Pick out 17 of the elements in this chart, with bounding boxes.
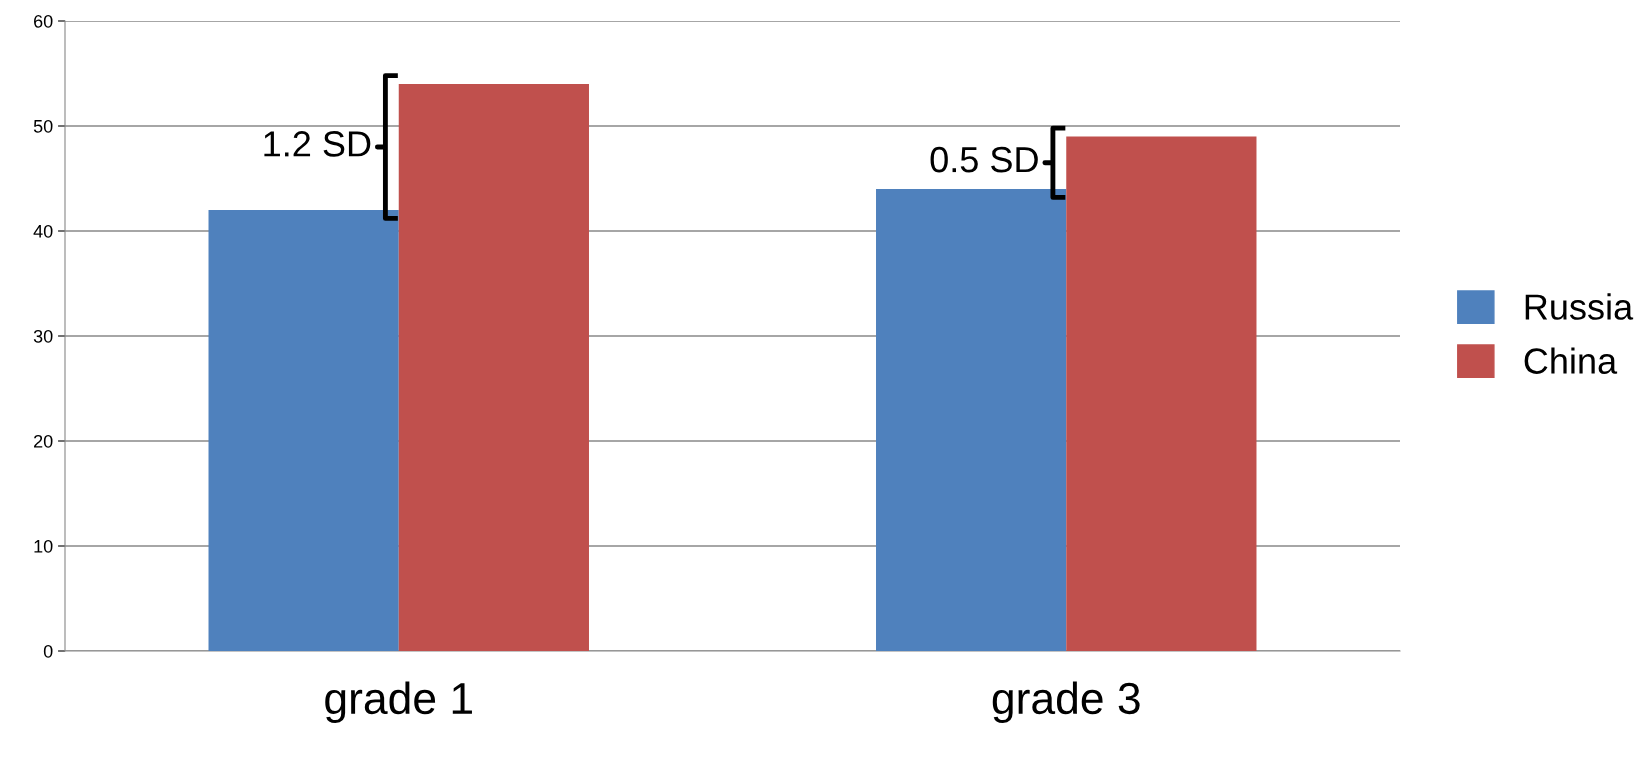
y-tick-label: 60 <box>34 14 53 28</box>
y-tick-label: 50 <box>33 119 53 133</box>
annotation: 0.5 SD <box>930 146 1038 173</box>
annotation: 1.2 SD <box>264 131 371 157</box>
legend-label: Russia <box>1525 293 1634 320</box>
bar <box>1066 136 1257 651</box>
x-tick-label: grade 1 <box>325 681 472 723</box>
x-tick-label: grade 3 <box>992 681 1140 723</box>
bar <box>208 210 399 651</box>
bar <box>398 84 589 651</box>
y-tick-label: 40 <box>33 224 53 238</box>
y-tick-label: 10 <box>34 539 53 553</box>
y-tick-label: 0 <box>43 644 53 658</box>
legend-label: China <box>1524 347 1618 374</box>
bar <box>876 189 1067 651</box>
y-tick-label: 20 <box>34 434 53 448</box>
y-tick-label: 30 <box>33 329 53 343</box>
